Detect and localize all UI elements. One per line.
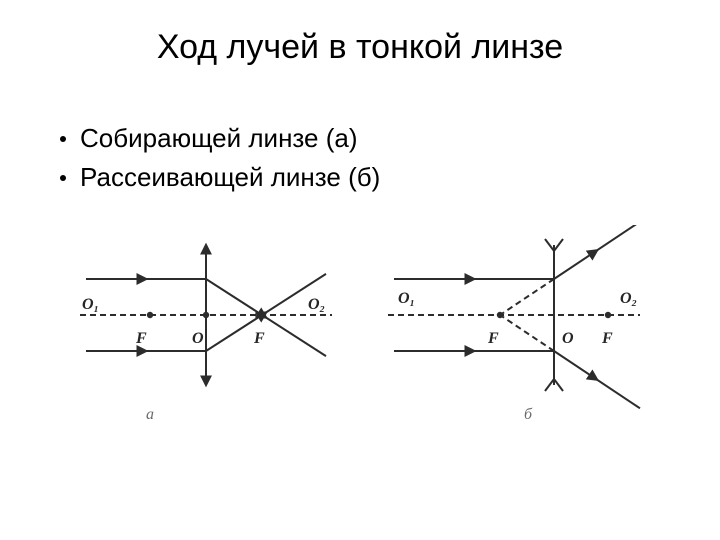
svg-text:а: а: [146, 406, 154, 423]
svg-text:O₁: O₁: [398, 290, 415, 307]
svg-text:F: F: [253, 330, 265, 347]
diagram-diverging: O₁ O₂ F F Oб: [384, 225, 644, 425]
bullet-dot-icon: [60, 136, 66, 142]
diagrams-row: O₁ O₂ F F Oа O₁ O₂ F F Oб: [0, 225, 720, 425]
bullet-text: Рассеивающей линзе (б): [80, 162, 380, 193]
diagram-converging: O₁ O₂ F F Oа: [76, 225, 336, 425]
converging-lens-svg: O₁ O₂ F F Oа: [76, 225, 336, 425]
bullet-item: Собирающей линзе (а): [60, 123, 720, 154]
svg-text:б: б: [524, 406, 533, 423]
page-title: Ход лучей в тонкой линзе: [0, 0, 720, 67]
bullet-dot-icon: [60, 175, 66, 181]
diverging-lens-svg: O₁ O₂ F F Oб: [384, 225, 644, 425]
svg-text:F: F: [601, 330, 613, 347]
svg-text:O: O: [192, 330, 204, 347]
svg-text:O₂: O₂: [308, 296, 325, 313]
svg-text:F: F: [135, 330, 147, 347]
svg-text:O₂: O₂: [620, 290, 637, 307]
svg-text:F: F: [487, 330, 499, 347]
bullet-list: Собирающей линзе (а) Рассеивающей линзе …: [60, 123, 720, 193]
svg-text:O: O: [562, 330, 574, 347]
svg-text:O₁: O₁: [82, 296, 99, 313]
bullet-text: Собирающей линзе (а): [80, 123, 358, 154]
bullet-item: Рассеивающей линзе (б): [60, 162, 720, 193]
